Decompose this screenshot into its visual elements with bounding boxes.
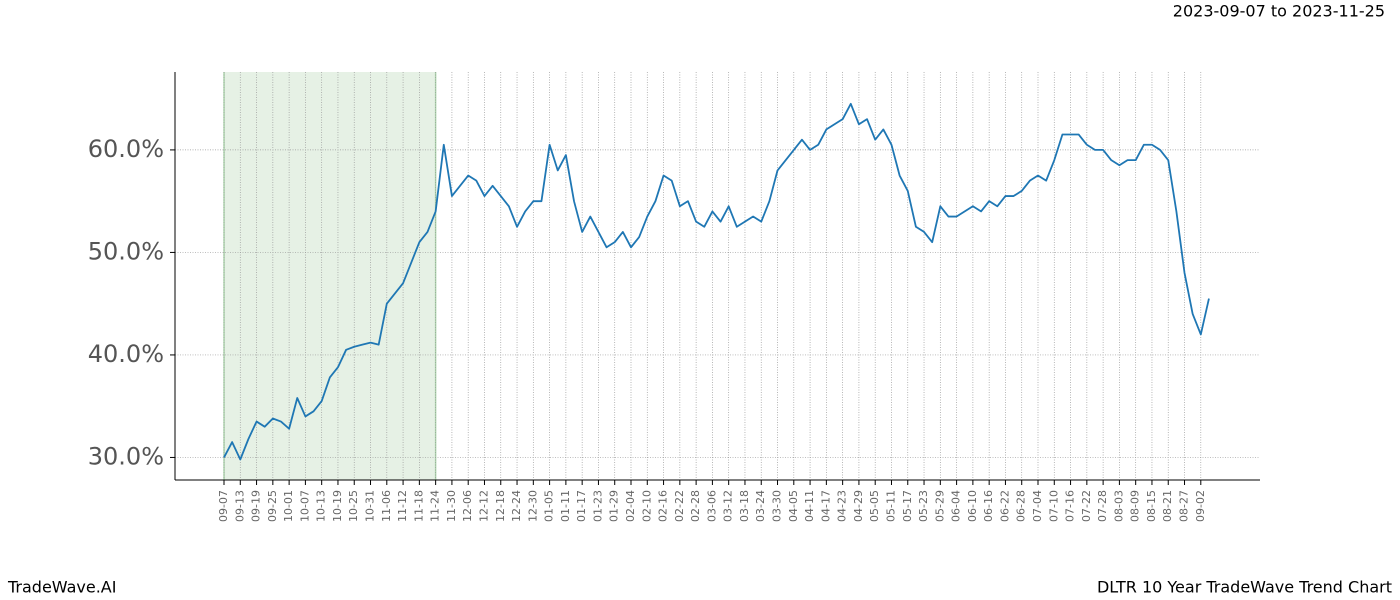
y-tick-label: 50.0% — [88, 237, 164, 265]
x-tick-label: 08-27 — [1178, 490, 1191, 522]
x-tick-label: 04-11 — [803, 490, 816, 522]
x-tick-label: 05-05 — [868, 490, 881, 522]
x-tick-label: 06-16 — [982, 490, 995, 522]
x-tick-label: 07-04 — [1031, 490, 1044, 522]
x-tick-label: 08-15 — [1145, 490, 1158, 522]
x-tick-label: 02-28 — [689, 490, 702, 522]
x-tick-label: 12-30 — [526, 490, 539, 522]
x-tick-label: 04-29 — [852, 490, 865, 522]
x-tick-label: 03-24 — [754, 490, 767, 522]
y-tick-label: 60.0% — [88, 135, 164, 163]
highlight-band — [224, 72, 436, 480]
x-tick-label: 02-10 — [640, 490, 653, 522]
x-tick-label: 06-10 — [966, 490, 979, 522]
x-tick-label: 09-25 — [266, 490, 279, 522]
x-tick-label: 10-19 — [331, 490, 344, 522]
x-tick-label: 06-04 — [950, 490, 963, 522]
x-tick-label: 11-12 — [396, 490, 409, 522]
x-tick-label: 09-07 — [217, 490, 230, 522]
x-tick-label: 01-17 — [575, 490, 588, 522]
x-tick-label: 02-22 — [673, 490, 686, 522]
footer-brand: TradeWave.AI — [7, 578, 116, 597]
x-tick-label: 07-16 — [1064, 490, 1077, 522]
x-tick-label: 01-29 — [608, 490, 621, 522]
x-tick-label: 05-11 — [884, 490, 897, 522]
x-tick-label: 04-05 — [787, 490, 800, 522]
x-tick-label: 11-30 — [445, 490, 458, 522]
x-tick-label: 10-25 — [347, 490, 360, 522]
x-tick-label: 03-12 — [722, 490, 735, 522]
x-tick-label: 08-09 — [1129, 490, 1142, 522]
x-tick-label: 01-05 — [543, 490, 556, 522]
x-tick-label: 07-22 — [1080, 490, 1093, 522]
x-tick-label: 03-18 — [738, 490, 751, 522]
x-tick-label: 02-04 — [624, 490, 637, 522]
x-tick-label: 12-18 — [494, 490, 507, 522]
x-tick-label: 07-28 — [1096, 490, 1109, 522]
y-tick-label: 40.0% — [88, 340, 164, 368]
x-tick-label: 12-24 — [510, 490, 523, 522]
x-tick-label: 12-12 — [477, 490, 490, 522]
x-tick-label: 08-21 — [1161, 490, 1174, 522]
x-tick-label: 10-31 — [364, 490, 377, 522]
x-tick-label: 05-17 — [901, 490, 914, 522]
x-tick-label: 12-06 — [461, 490, 474, 522]
x-tick-label: 03-06 — [705, 490, 718, 522]
x-tick-label: 01-23 — [591, 490, 604, 522]
x-tick-label: 11-18 — [412, 490, 425, 522]
x-tick-label: 06-22 — [998, 490, 1011, 522]
x-tick-label: 11-06 — [380, 490, 393, 522]
x-tick-label: 09-02 — [1194, 490, 1207, 522]
trend-line — [223, 102, 1210, 461]
x-tick-label: 01-11 — [559, 490, 572, 522]
x-tick-label: 10-01 — [282, 490, 295, 522]
x-tick-label: 05-23 — [917, 490, 930, 522]
x-tick-label: 05-29 — [933, 490, 946, 522]
x-tick-label: 08-03 — [1112, 490, 1125, 522]
chart-title: 2023-09-07 to 2023-11-25 — [1173, 2, 1385, 21]
x-tick-label: 09-13 — [233, 490, 246, 522]
x-tick-label: 02-16 — [657, 490, 670, 522]
x-tick-label: 04-23 — [836, 490, 849, 522]
x-tick-label: 06-28 — [1015, 490, 1028, 522]
x-tick-label: 11-24 — [429, 490, 442, 522]
x-tick-label: 10-13 — [315, 490, 328, 522]
x-tick-label: 03-30 — [771, 490, 784, 522]
y-tick-label: 30.0% — [88, 442, 164, 470]
x-tick-label: 10-07 — [298, 490, 311, 522]
x-tick-label: 04-17 — [819, 490, 832, 522]
footer-caption: DLTR 10 Year TradeWave Trend Chart — [1097, 578, 1392, 597]
x-tick-label: 09-19 — [250, 490, 263, 522]
x-tick-label: 07-10 — [1047, 490, 1060, 522]
